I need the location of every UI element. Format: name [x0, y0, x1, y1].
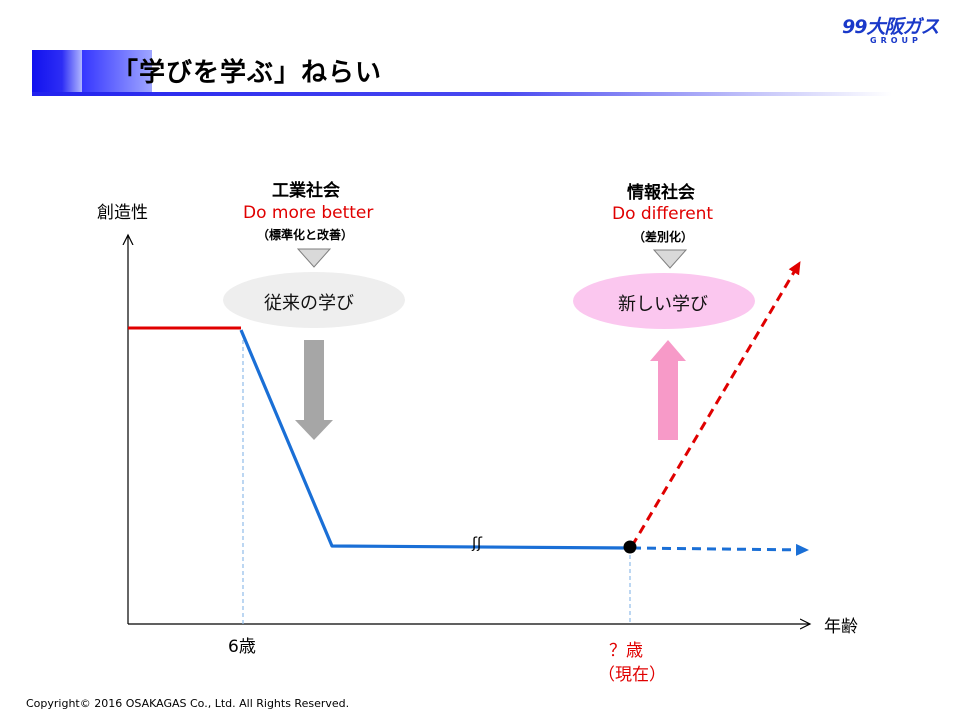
future-flat-line: [631, 543, 809, 556]
logo-wordmark: 99大阪ガス: [842, 12, 939, 39]
new-learning-bubble: [573, 273, 755, 329]
information-pointer-icon: [652, 249, 688, 269]
logo-name: 大阪ガス: [866, 16, 939, 38]
title-accent-block: [32, 50, 82, 96]
industrial-era-subtitle: （標準化と改善）: [257, 228, 354, 242]
industrial-era-phrase: Do more better: [243, 203, 374, 223]
axis-break-mark: ʃʃ: [472, 534, 483, 552]
y-axis-label: 創造性: [97, 203, 148, 223]
osaka-gas-logo: 99大阪ガス GROUP: [842, 12, 946, 52]
new-learning-label: 新しい学び: [618, 294, 708, 315]
age-six-label: 6歳: [228, 637, 256, 657]
old-learning-label: 従来の学び: [264, 293, 354, 314]
down-arrow-icon: [295, 340, 333, 440]
information-era-phrase: Do different: [612, 204, 714, 224]
future-rise-line: [630, 261, 802, 547]
title-bar: [32, 50, 892, 96]
current-point: [623, 540, 637, 554]
old-learning-bubble: [223, 272, 405, 328]
age-now-label: ？歳: [609, 641, 643, 661]
x-axis-label: 年齢: [824, 617, 858, 637]
logo-mark: 99: [842, 16, 867, 38]
industrial-pointer-icon: [296, 248, 332, 268]
logo-group-text: GROUP: [870, 36, 922, 45]
information-era-subtitle: （差別化）: [633, 230, 694, 244]
creativity-decline-line: [239, 329, 631, 550]
up-arrow-icon: [650, 340, 686, 440]
information-era-title: 情報社会: [627, 183, 695, 203]
page-title: 「学びを学ぶ」ねらい: [112, 58, 383, 88]
industrial-era-title: 工業社会: [272, 181, 340, 201]
title-underline: [32, 92, 892, 96]
age-now-note: （現在）: [598, 665, 666, 685]
copyright-notice: Copyright© 2016 OSAKAGAS Co., Ltd. All R…: [26, 697, 350, 710]
